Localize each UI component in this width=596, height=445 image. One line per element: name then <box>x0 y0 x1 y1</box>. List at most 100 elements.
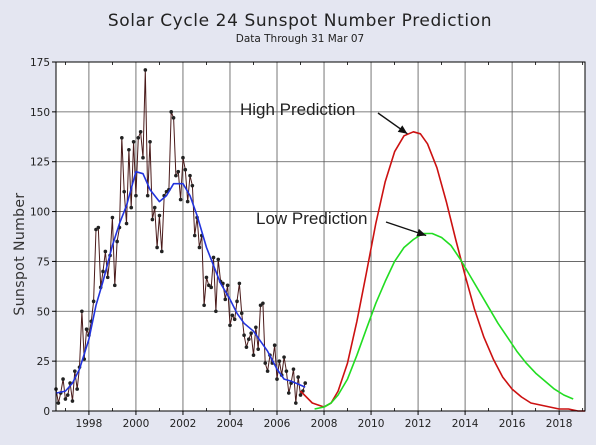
data-point <box>120 135 124 140</box>
y-tick-label: 75 <box>37 256 50 268</box>
data-point <box>202 303 206 308</box>
series-line-4 <box>314 232 574 410</box>
annotation-arrow-head <box>416 228 427 237</box>
annotations: High Prediction Low Prediction <box>240 100 427 237</box>
data-point <box>136 135 141 140</box>
data-point <box>251 353 256 357</box>
y-tick-label: 25 <box>37 356 50 368</box>
data-point <box>294 401 298 405</box>
data-point <box>110 215 115 220</box>
data-point <box>65 393 70 397</box>
data-point <box>282 355 286 359</box>
y-tick-label: 175 <box>30 57 50 69</box>
data-point <box>275 377 279 381</box>
data-point <box>244 345 249 349</box>
data-point <box>56 401 61 405</box>
data-point <box>176 169 181 174</box>
data-point <box>265 369 270 373</box>
x-tick-label: 2004 <box>217 418 244 430</box>
data-point <box>129 205 134 210</box>
data-point <box>143 68 148 72</box>
data-point <box>150 217 155 222</box>
data-point <box>242 333 246 338</box>
y-tick-label: 150 <box>30 107 50 119</box>
data-point <box>232 317 237 322</box>
data-point <box>223 297 228 302</box>
x-tick-label: 2010 <box>358 418 385 430</box>
y-tick-label: 100 <box>30 207 50 219</box>
data-point <box>237 281 242 286</box>
annotation-arrow-head <box>397 125 408 134</box>
grid-lines <box>56 62 585 411</box>
data-point <box>209 285 213 290</box>
data-point <box>178 197 183 202</box>
data-point <box>263 361 268 365</box>
data-point <box>296 375 300 379</box>
data-point <box>101 269 105 274</box>
data-point <box>291 367 296 371</box>
data-point <box>228 323 232 328</box>
x-tick-label: 1998 <box>76 418 103 430</box>
data-point <box>249 331 253 336</box>
data-point <box>70 399 75 403</box>
data-point <box>141 155 145 160</box>
data-point <box>157 213 162 218</box>
data-point <box>190 183 195 188</box>
data-point <box>239 311 244 316</box>
tick-labels: 1998 2000 2002 2004 2006 2008 2010 2012 2014 2016… <box>30 57 584 430</box>
x-tick-label: 2014 <box>452 418 479 430</box>
y-axis-title: Sunspot Number <box>12 192 28 315</box>
data-point <box>94 227 98 232</box>
data-point <box>138 130 143 134</box>
data-point <box>183 167 188 172</box>
data-point <box>197 245 202 250</box>
data-point <box>96 225 101 230</box>
data-point <box>192 233 197 238</box>
data-point <box>277 359 282 363</box>
data-point <box>225 283 230 288</box>
data-point <box>145 193 150 198</box>
y-tick-label: 50 <box>37 306 50 318</box>
series-line-3 <box>299 131 585 412</box>
x-tick-label: 2008 <box>311 418 338 430</box>
data-point <box>286 391 291 395</box>
data-point <box>284 369 289 373</box>
x-tick-label: 2016 <box>499 418 526 430</box>
data-point <box>112 283 117 288</box>
data-point <box>298 393 303 397</box>
data-point <box>160 249 164 254</box>
data-point <box>127 147 131 152</box>
data-point <box>303 381 308 385</box>
x-tick-label: 2012 <box>405 418 432 430</box>
data-point <box>152 205 157 210</box>
annotation-label: Low Prediction <box>256 209 368 228</box>
data-point <box>216 257 221 262</box>
data-point <box>131 139 136 144</box>
y-tick-label: 0 <box>43 406 50 418</box>
data-point <box>80 309 84 314</box>
data-series <box>54 68 585 412</box>
data-point <box>174 173 178 178</box>
data-point <box>204 275 209 280</box>
x-tick-label: 2000 <box>123 418 150 430</box>
chart-title: Solar Cycle 24 Sunspot Number Prediction <box>108 11 492 31</box>
data-point <box>115 239 119 244</box>
data-point <box>211 255 216 260</box>
data-point <box>235 299 239 304</box>
data-point <box>155 245 159 250</box>
data-point <box>214 309 218 314</box>
data-point <box>124 221 129 226</box>
data-point <box>122 189 126 194</box>
data-point <box>258 303 263 308</box>
x-tick-label: 2002 <box>170 418 197 430</box>
data-point <box>272 343 277 347</box>
data-point <box>105 275 110 280</box>
data-point <box>61 377 65 381</box>
data-point <box>171 116 176 120</box>
data-point <box>148 139 152 144</box>
plot-frame <box>55 61 586 412</box>
annotation-label: High Prediction <box>240 100 355 119</box>
data-point <box>185 199 190 204</box>
data-point <box>246 337 251 342</box>
